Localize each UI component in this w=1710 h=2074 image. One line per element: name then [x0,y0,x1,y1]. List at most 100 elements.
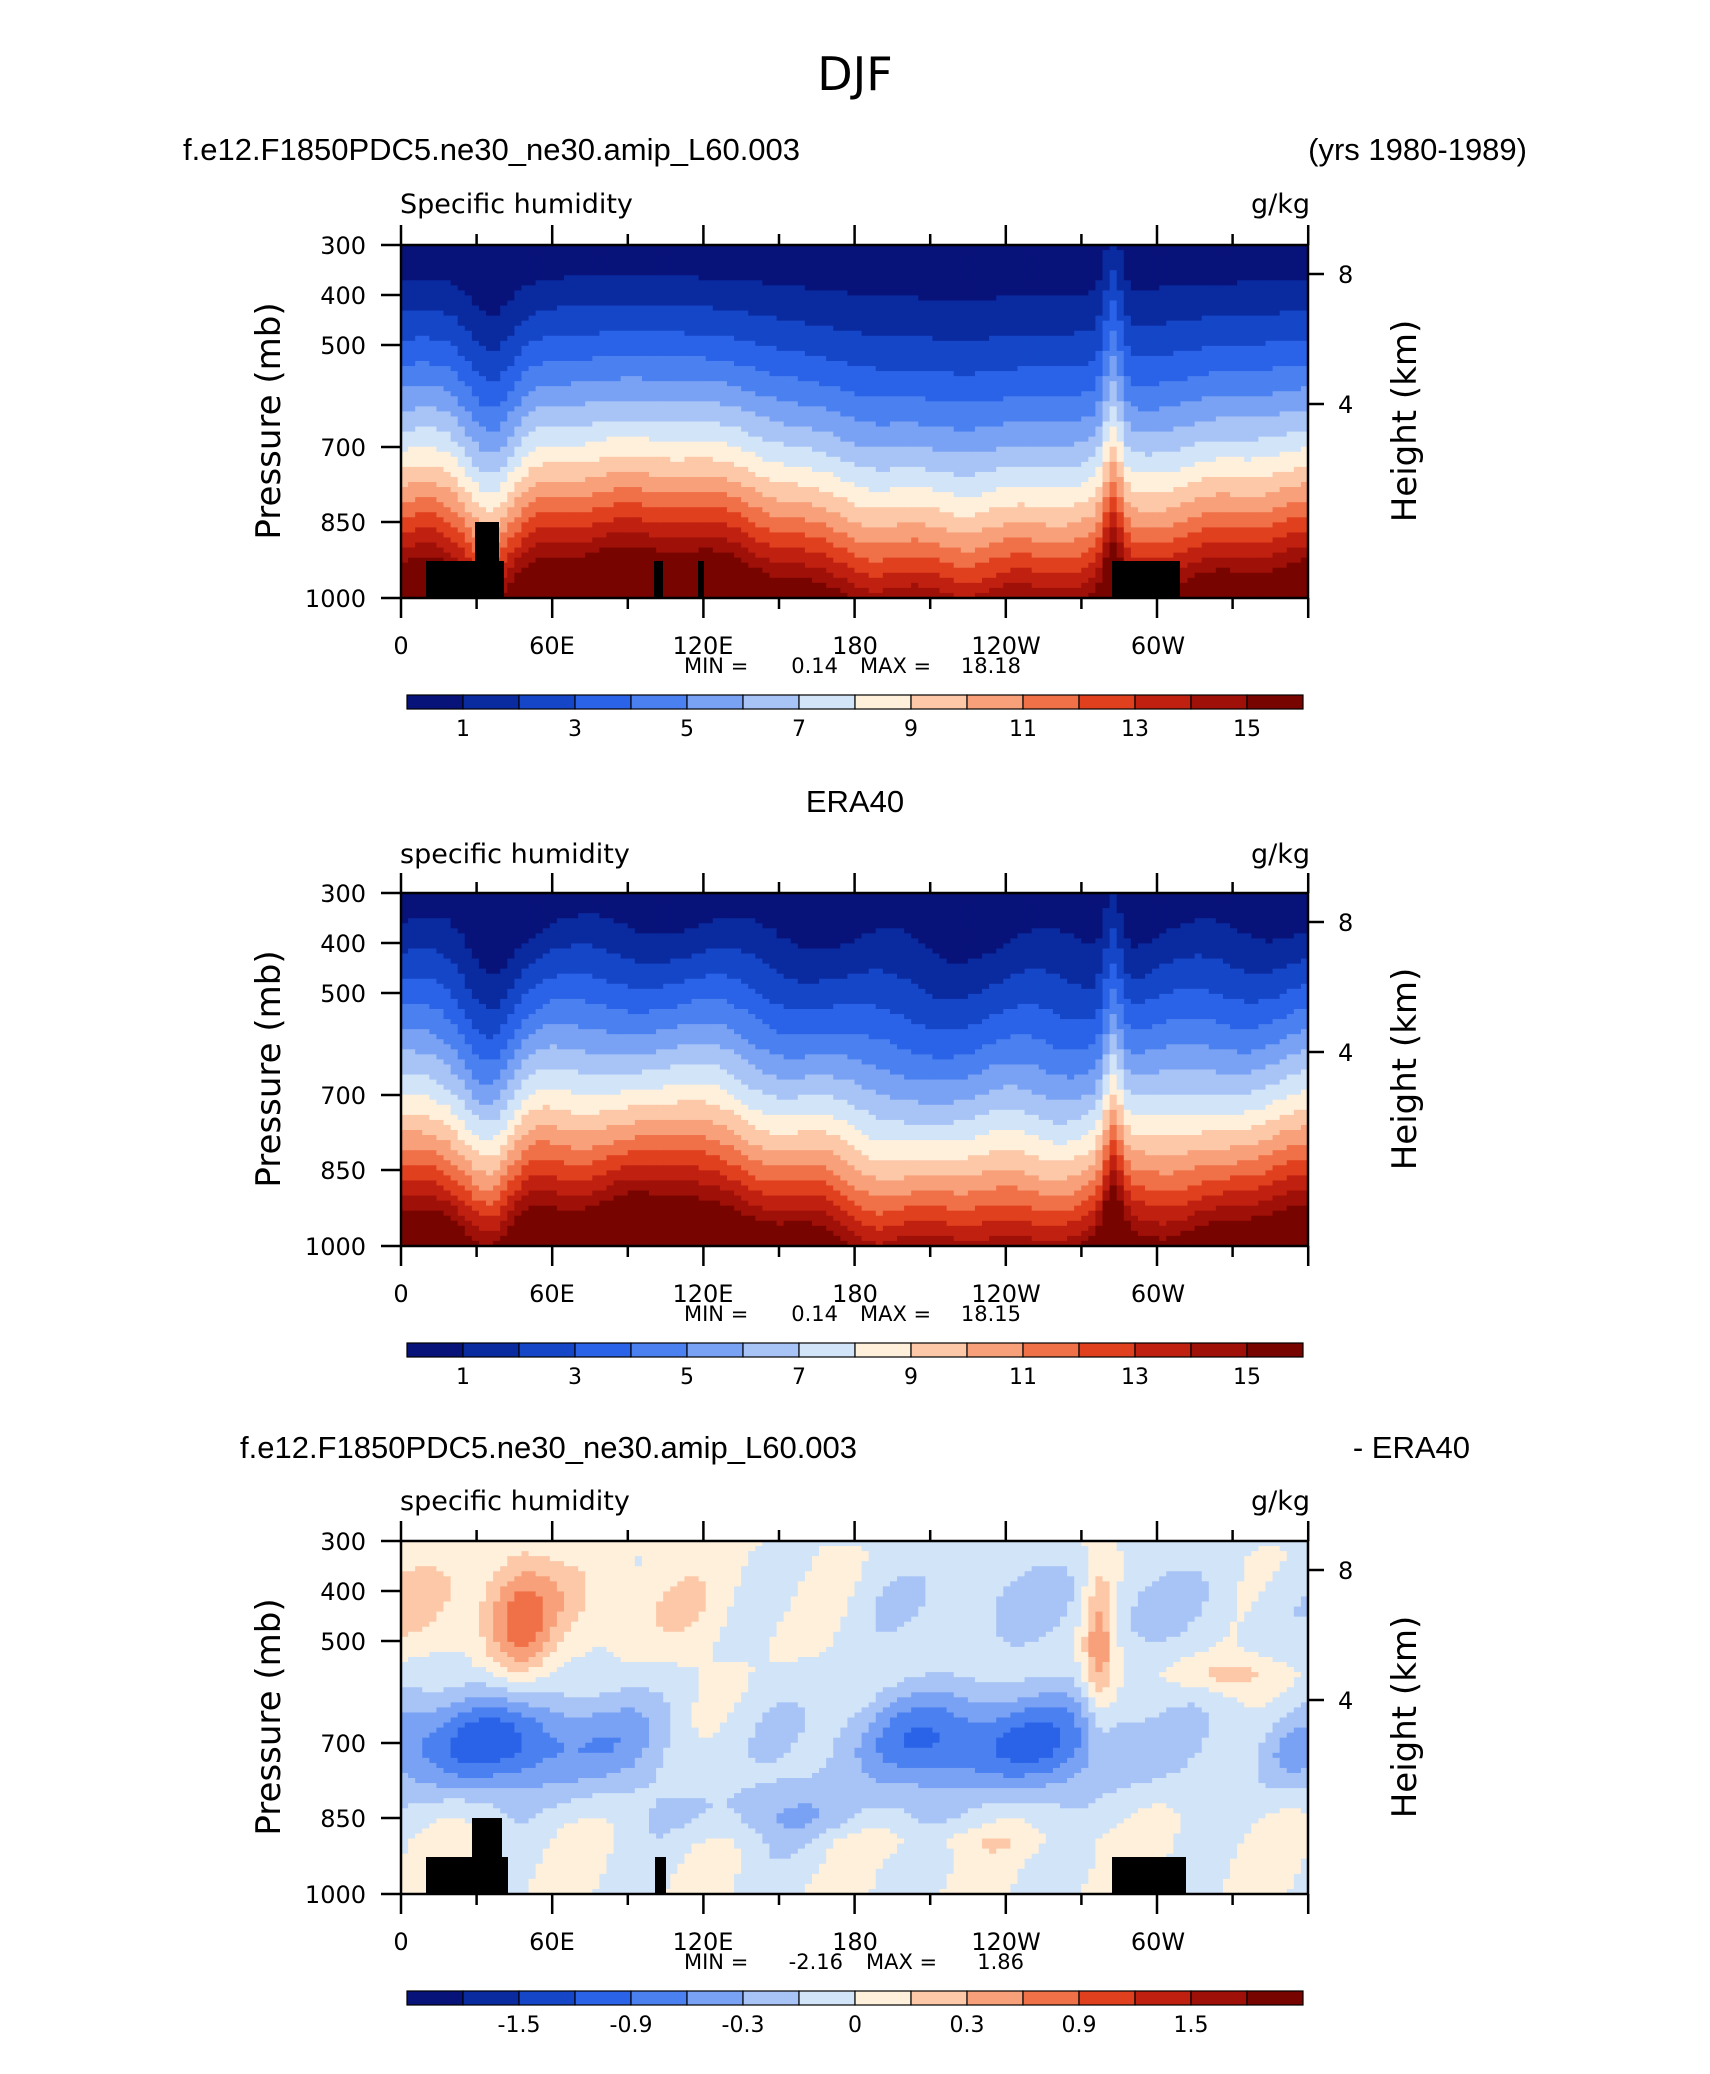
field-cell [791,351,799,357]
field-cell [769,346,777,352]
field-cell [883,396,891,402]
field-cell [1003,290,1011,296]
field-cell [1209,275,1217,281]
field-cell [684,376,692,382]
field-cell [748,295,756,301]
field-cell [585,250,593,256]
field-cell [812,371,820,377]
field-cell [465,422,473,428]
field-cell [1017,265,1025,271]
field-cell [1039,280,1047,286]
field-cell [1195,356,1203,362]
field-cell [557,316,565,322]
field-cell [1131,326,1139,332]
field-cell [422,285,430,291]
field-cell [876,270,884,276]
field-cell [883,255,891,261]
field-cell [684,341,692,347]
field-cell [1046,295,1054,301]
field-cell [472,331,480,337]
field-cell [713,331,721,337]
field-cell [961,411,969,417]
field-cell [550,401,558,407]
field-cell [748,401,756,407]
field-cell [706,316,714,322]
field-cell [932,250,940,256]
field-cell [493,285,501,291]
field-cell [451,326,459,332]
field-cell [1088,250,1096,256]
field-cell [592,411,600,417]
field-cell [614,306,622,312]
field-cell [1046,336,1054,342]
field-cell [1145,391,1153,397]
field-cell [706,275,714,281]
field-cell [472,396,480,402]
field-cell [479,396,487,402]
field-cell [819,311,827,317]
field-cell [564,411,572,417]
field-cell [670,371,678,377]
field-cell [1039,346,1047,352]
field-cell [1110,401,1118,407]
field-cell [1273,306,1281,312]
field-cell [486,416,494,422]
field-cell [968,401,976,407]
field-cell [1088,336,1096,342]
field-cell [422,376,430,382]
field-cell [876,336,884,342]
field-cell [621,341,629,347]
field-cell [862,411,870,417]
field-cell [465,275,473,281]
field-cell [706,386,714,392]
field-cell [578,386,586,392]
field-cell [1117,280,1125,286]
field-cell [947,371,955,377]
field-cell [436,306,444,312]
field-cell [1265,366,1273,372]
field-cell [940,331,948,337]
field-cell [592,396,600,402]
field-cell [855,265,863,271]
field-cell [1244,341,1252,347]
field-cell [507,255,515,261]
field-cell [798,306,806,312]
field-cell [415,270,423,276]
field-cell [628,401,636,407]
field-cell [1216,295,1224,301]
field-cell [578,376,586,382]
field-cell [592,416,600,422]
field-cell [862,331,870,337]
field-cell [1195,351,1203,357]
field-cell [1273,411,1281,417]
field-cell [940,411,948,417]
field-cell [458,401,466,407]
field-cell [1166,275,1174,281]
field-cell [1237,356,1245,362]
field-cell [1032,326,1040,332]
field-cell [1003,411,1011,417]
field-cell [557,396,565,402]
field-cell [982,326,990,332]
field-cell [564,406,572,412]
field-cell [1074,346,1082,352]
field-cell [642,351,650,357]
field-cell [578,280,586,286]
field-cell [706,250,714,256]
field-cell [1173,381,1181,387]
field-cell [521,295,529,301]
field-cell [599,401,607,407]
field-cell [529,346,537,352]
field-cell [975,376,983,382]
field-cell [436,285,444,291]
field-cell [1060,250,1068,256]
field-cell [614,331,622,337]
field-cell [429,381,437,387]
field-cell [1180,331,1188,337]
field-cell [1280,255,1288,261]
field-cell [642,386,650,392]
field-cell [748,250,756,256]
field-cell [798,406,806,412]
field-cell [748,321,756,327]
field-cell [996,371,1004,377]
